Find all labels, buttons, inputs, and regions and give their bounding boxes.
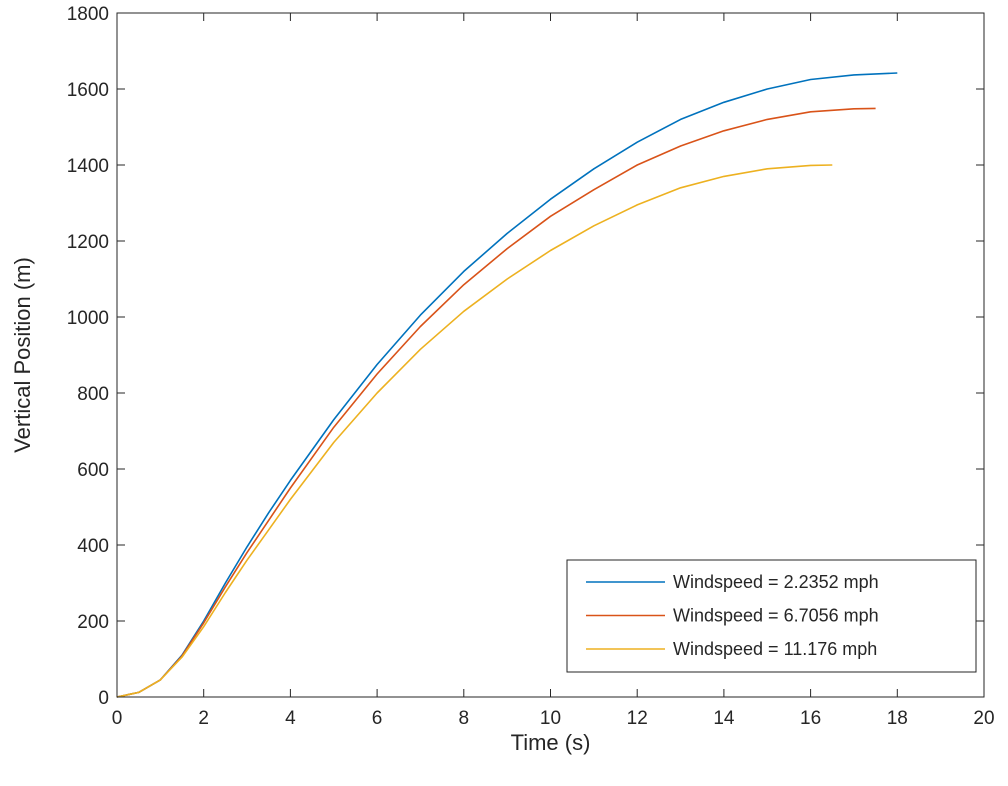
- x-tick-label: 0: [112, 708, 123, 729]
- y-tick-label: 800: [77, 384, 109, 405]
- x-tick-label: 10: [540, 708, 561, 729]
- series-line-1: [116, 72, 898, 698]
- legend-entry-label: Windspeed = 11.176 mph: [673, 639, 877, 659]
- x-tick-label: 12: [627, 708, 648, 729]
- x-tick-label: 18: [887, 708, 908, 729]
- legend-entry-label: Windspeed = 2.2352 mph: [673, 572, 879, 592]
- x-tick-label: 2: [198, 708, 209, 729]
- y-tick-label: 400: [77, 536, 109, 557]
- x-tick-label: 8: [459, 708, 470, 729]
- y-tick-label: 200: [77, 612, 109, 633]
- legend: Windspeed = 2.2352 mph Windspeed = 6.7056…: [566, 559, 977, 673]
- y-tick-label: 600: [77, 460, 109, 481]
- series-line-3: [116, 164, 833, 698]
- y-axis-ticks: 0 200 400 600 800 1000 1200 1400 1600 1800: [67, 4, 984, 709]
- y-tick-label: 1800: [67, 4, 109, 25]
- x-tick-label: 6: [372, 708, 383, 729]
- x-tick-label: 14: [713, 708, 735, 729]
- y-tick-label: 1200: [67, 232, 109, 253]
- y-tick-label: 0: [98, 688, 109, 709]
- x-tick-label: 4: [285, 708, 296, 729]
- series-line-2: [116, 107, 876, 698]
- x-tick-label: 20: [973, 708, 994, 729]
- y-tick-label: 1400: [67, 156, 109, 177]
- y-axis-label: Vertical Position (m): [10, 257, 35, 453]
- x-axis-ticks: 0 2 4 6 8 10 12 14 16 18 20: [112, 13, 995, 729]
- y-tick-label: 1000: [67, 308, 109, 329]
- y-tick-label: 1600: [67, 80, 109, 101]
- x-tick-label: 16: [800, 708, 821, 729]
- x-axis-label: Time (s): [511, 730, 591, 755]
- plot-area: [116, 72, 898, 698]
- axes-box: [116, 12, 985, 698]
- legend-entry-label: Windspeed = 6.7056 mph: [673, 606, 879, 626]
